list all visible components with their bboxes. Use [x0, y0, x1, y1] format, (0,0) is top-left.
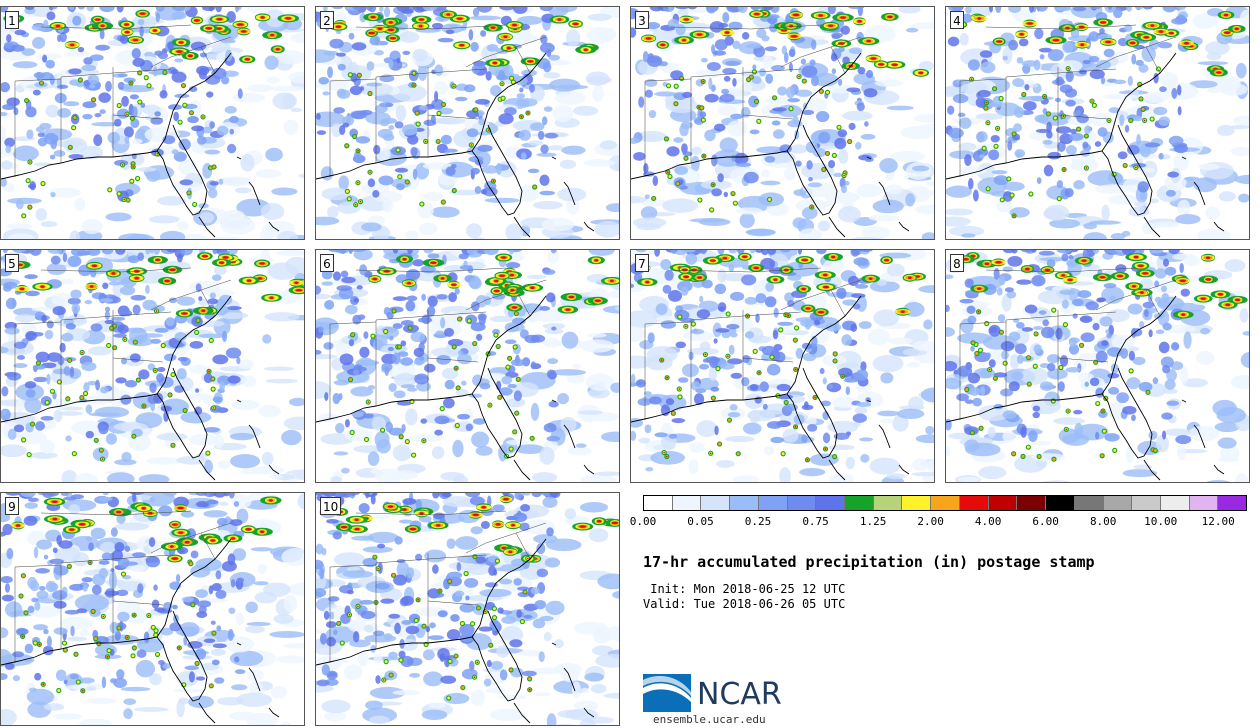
colorbar-swatch [988, 496, 1018, 510]
member-number-label: 8 [950, 254, 964, 272]
precipitation-map [316, 7, 619, 239]
colorbar-tick-label: 0.75 [802, 515, 829, 528]
precipitation-map [1, 7, 304, 239]
member-panel[interactable]: 7 [630, 249, 935, 483]
colorbar-swatch [1074, 496, 1104, 510]
precipitation-map [631, 7, 934, 239]
member-number-label: 6 [320, 254, 334, 272]
colorbar-swatch [1132, 496, 1161, 510]
colorbar-swatch [672, 496, 702, 510]
colorbar-tick-label: 6.00 [1032, 515, 1059, 528]
member-number-label: 4 [950, 11, 964, 29]
colorbar-swatch [1189, 496, 1219, 510]
init-time: Init: Mon 2018-06-25 12 UTC [643, 582, 846, 596]
colorbar-swatch [787, 496, 817, 510]
colorbar-tick-label: 0.05 [687, 515, 714, 528]
colorbar-swatch [701, 496, 731, 510]
plot-title: 17-hr accumulated precipitation (in) pos… [643, 553, 1095, 571]
ncar-logo-text: NCAR [697, 677, 782, 712]
colorbar-swatch [845, 496, 874, 510]
colorbar-swatch [873, 496, 903, 510]
member-panel[interactable]: 10 [315, 492, 620, 726]
precipitation-map [1, 250, 304, 482]
colorbar-swatch [931, 496, 960, 510]
member-panel[interactable]: 3 [630, 6, 935, 240]
member-panel[interactable]: 9 [0, 492, 305, 726]
colorbar-swatch [1160, 496, 1190, 510]
member-panel[interactable]: 8 [945, 249, 1250, 483]
member-number-label: 5 [5, 254, 19, 272]
member-number-label: 2 [320, 11, 334, 29]
colorbar-swatch [1017, 496, 1047, 510]
precipitation-map [946, 7, 1249, 239]
precipitation-map [316, 493, 619, 725]
colorbar-tick-label: 2.00 [917, 515, 944, 528]
member-number-label: 3 [635, 11, 649, 29]
precipitation-colorbar [643, 495, 1247, 511]
member-panel[interactable]: 2 [315, 6, 620, 240]
colorbar-swatch [1046, 496, 1075, 510]
colorbar-tick-label: 8.00 [1089, 515, 1117, 528]
member-number-label: 1 [5, 11, 19, 29]
colorbar-tick-label: 0.00 [629, 515, 657, 528]
member-panel[interactable]: 1 [0, 6, 305, 240]
member-panel[interactable]: 4 [945, 6, 1250, 240]
member-panel[interactable]: 5 [0, 249, 305, 483]
ncar-logo-icon [643, 674, 691, 712]
colorbar-swatch [959, 496, 989, 510]
colorbar-swatch [730, 496, 759, 510]
valid-time: Valid: Tue 2018-06-26 05 UTC [643, 597, 846, 611]
colorbar-tick-label: 0.25 [744, 515, 772, 528]
member-panel[interactable]: 6 [315, 249, 620, 483]
colorbar-swatch [758, 496, 788, 510]
member-number-label: 10 [320, 497, 342, 515]
precipitation-map [946, 250, 1249, 482]
member-number-label: 7 [635, 254, 649, 272]
ensemble-site-link[interactable]: ensemble.ucar.edu [653, 713, 766, 726]
colorbar-swatch [1218, 496, 1247, 510]
colorbar-swatch [644, 496, 673, 510]
colorbar-swatch [816, 496, 846, 510]
precipitation-map [316, 250, 619, 482]
colorbar-tick-label: 12.00 [1201, 515, 1235, 528]
precipitation-map [631, 250, 934, 482]
colorbar-swatch [902, 496, 932, 510]
colorbar-tick-label: 1.25 [859, 515, 887, 528]
colorbar-tick-label: 4.00 [974, 515, 1002, 528]
precipitation-map [1, 493, 304, 725]
colorbar-tick-label: 10.00 [1144, 515, 1178, 528]
member-number-label: 9 [5, 497, 19, 515]
colorbar-swatch [1103, 496, 1133, 510]
